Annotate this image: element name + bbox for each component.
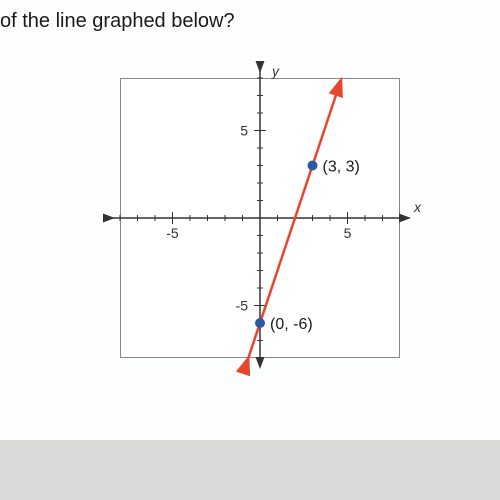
svg-text:-5: -5	[166, 225, 179, 241]
question-text: of the line graphed below?	[0, 10, 500, 33]
svg-text:5: 5	[344, 225, 352, 241]
svg-text:(0, -6): (0, -6)	[270, 316, 313, 333]
svg-text:y: y	[271, 63, 280, 79]
svg-text:5: 5	[240, 123, 248, 139]
svg-text:-5: -5	[236, 298, 249, 314]
graph-svg: -55-55yx(3, 3)(0, -6)	[105, 63, 415, 383]
coordinate-graph: -55-55yx(3, 3)(0, -6)	[105, 63, 415, 383]
svg-text:x: x	[413, 199, 422, 215]
svg-text:(3, 3): (3, 3)	[323, 159, 360, 176]
page-content: of the line graphed below? -5 5 -5 5 y x (3, 3…	[0, 0, 500, 440]
